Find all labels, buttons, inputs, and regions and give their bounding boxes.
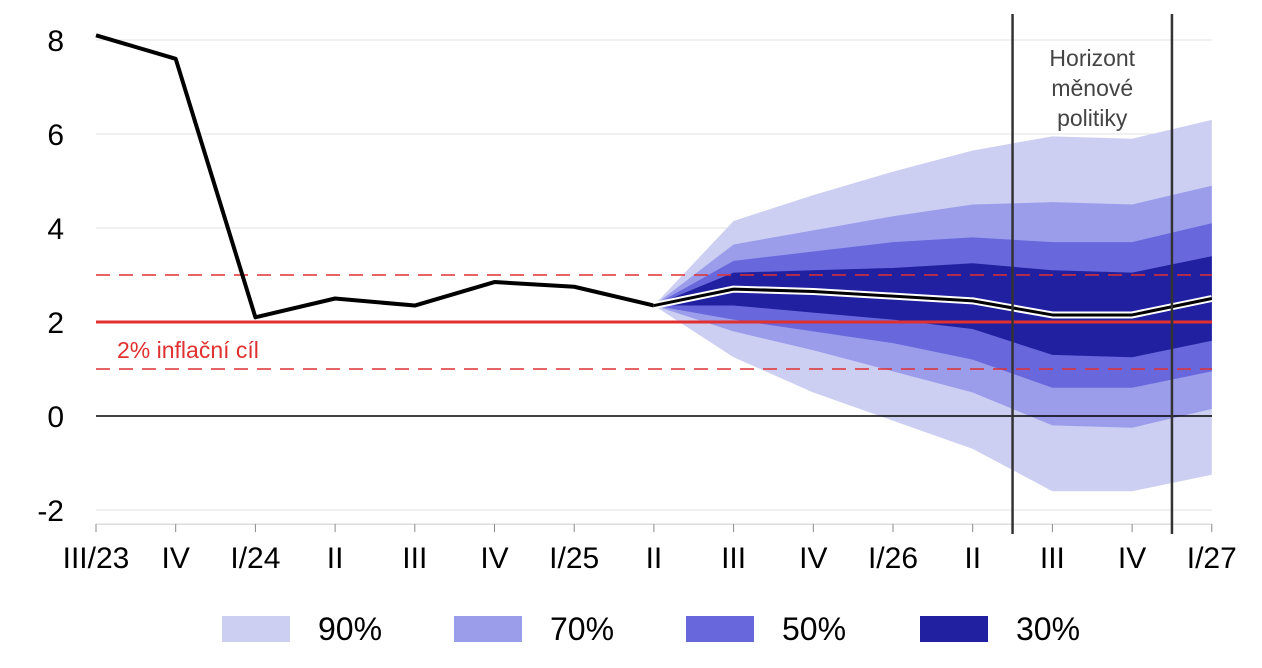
x-tick-label: II — [646, 542, 663, 575]
target-label: 2% inflační cíl — [117, 337, 259, 363]
x-axis-ticks: III/23 IV I/24 II III IV I/25 II III IV I/26 II III I… — [63, 524, 1237, 575]
y-tick-label: 4 — [47, 213, 64, 246]
x-tick-label: IV — [480, 542, 508, 575]
legend-swatch — [222, 616, 290, 642]
forecast-line — [653, 287, 1213, 317]
x-tick-label: IV — [1118, 542, 1146, 575]
y-tick-label: 0 — [47, 401, 64, 434]
x-tick-label: I/27 — [1187, 542, 1237, 575]
y-tick-label: 2 — [47, 307, 64, 340]
legend-item: 30% — [920, 606, 1080, 652]
band-30pct — [653, 256, 1212, 358]
legend-label: 90% — [318, 610, 383, 647]
legend: 90% 70% 50% 30% — [0, 606, 1262, 656]
x-tick-label: III/23 — [63, 542, 130, 575]
inflation-lines — [95, 33, 1213, 320]
y-tick-label: 8 — [47, 25, 64, 58]
horizon-label-line: měnové — [1051, 75, 1133, 101]
x-tick-label: I/24 — [230, 542, 280, 575]
y-tick-label: 6 — [47, 119, 64, 152]
legend-swatch — [920, 616, 988, 642]
x-tick-label: IV — [162, 542, 190, 575]
legend-swatch — [454, 616, 522, 642]
legend-item: 70% — [454, 606, 614, 652]
x-tick-label: II — [964, 542, 981, 575]
x-tick-label: III — [402, 542, 427, 575]
x-tick-label: II — [327, 542, 344, 575]
legend-label: 70% — [550, 610, 615, 647]
horizon-label-line: politiky — [1057, 105, 1128, 131]
actual-inflation-line — [95, 33, 655, 320]
legend-label: 50% — [782, 610, 847, 647]
legend-item: 90% — [222, 606, 382, 652]
y-axis-ticks: -2 0 2 4 6 8 — [37, 25, 64, 528]
x-tick-label: I/26 — [868, 542, 918, 575]
horizon-label-line: Horizont — [1049, 45, 1135, 71]
y-tick-label: -2 — [37, 495, 64, 528]
legend-item: 50% — [686, 606, 846, 652]
legend-label: 30% — [1016, 610, 1081, 647]
chart-labels: 2% inflační cíl Horizont měnové politiky — [117, 45, 1136, 363]
x-tick-label: I/25 — [549, 542, 599, 575]
reference-lines — [96, 274, 1212, 417]
x-tick-label: IV — [799, 542, 827, 575]
legend-swatch — [686, 616, 754, 642]
policy-horizon-lines — [1011, 14, 1174, 534]
fan-chart: 2% inflační cíl Horizont měnové politiky… — [37, 14, 1237, 575]
x-tick-label: III — [721, 542, 746, 575]
x-tick-label: III — [1040, 542, 1065, 575]
confidence-bands — [653, 119, 1212, 492]
